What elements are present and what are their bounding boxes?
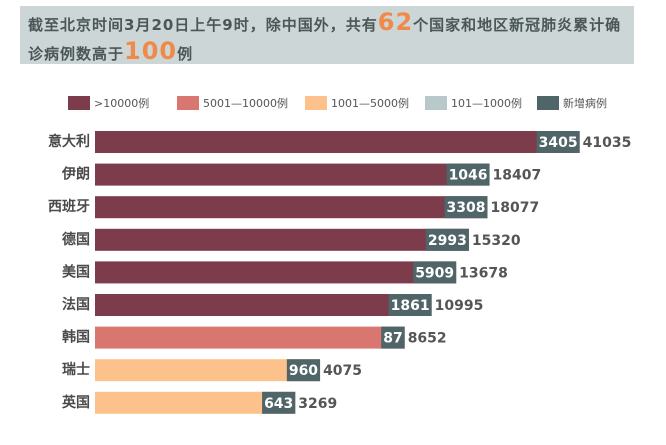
legend-label: 101—1000例 [451,96,522,110]
bar [95,196,488,219]
title-part: 截至北京时间3月20日上午9时，除中国外，共有 [28,16,378,34]
total-label: 41035 [583,135,632,151]
total-label: 4075 [323,363,362,379]
legend-swatch [68,96,90,110]
new-cases-box [446,163,490,186]
legend-label: >10000例 [94,96,149,110]
category-label: 西班牙 [48,198,90,215]
new-cases-box [536,131,580,153]
bar [95,228,469,251]
category-label: 英国 [61,394,90,411]
new-cases-box [425,228,469,251]
legend-swatch [537,96,559,110]
new-cases-box [262,391,296,414]
new-cases-label: 5909 [415,265,454,281]
bar [95,261,457,284]
total-label: 3269 [298,396,337,412]
total-label: 18077 [491,200,540,216]
total-label: 8652 [408,331,447,347]
category-label: 美国 [62,263,90,280]
category-label: 意大利 [48,133,90,150]
legend-swatch [305,96,327,110]
new-cases-box [286,359,321,382]
title: 截至北京时间3月20日上午9时，除中国外，共有62个国家和地区新冠肺炎累计确诊病… [20,6,634,64]
category-label: 德国 [62,231,90,248]
bar [95,294,432,316]
title-part: 100 [124,37,178,65]
new-cases-label: 1861 [391,298,430,314]
new-cases-box [388,294,432,316]
title-part: 例 [177,45,194,63]
legend-swatch [425,96,447,110]
new-cases-label: 3405 [539,135,578,151]
legend-label: 新增病例 [563,96,607,110]
new-cases-label: 643 [264,396,293,412]
category-label: 瑞士 [62,361,90,378]
title-part: 62 [377,8,414,36]
title-part: 个国家和地区新冠肺炎累计确诊病例数高于 [28,16,622,63]
total-label: 18407 [493,168,542,184]
bar [95,163,490,186]
new-cases-label: 1046 [449,168,488,184]
total-label: 13678 [459,265,508,281]
bar [95,326,405,349]
category-label: 法国 [62,296,90,313]
legend-label: 1001—5000例 [331,96,409,110]
bar [95,391,296,414]
legend-swatch [177,96,199,110]
new-cases-box [381,326,405,349]
new-cases-label: 960 [289,363,318,379]
new-cases-label: 2993 [428,233,467,249]
category-label: 伊朗 [61,166,90,183]
legend-label: 5001—10000例 [203,96,288,110]
new-cases-box [413,261,457,284]
category-label: 韩国 [62,329,90,346]
total-label: 10995 [435,298,484,314]
new-cases-box [444,196,488,219]
total-label: 15320 [472,233,521,249]
bar [95,131,580,153]
new-cases-label: 87 [383,331,402,347]
new-cases-label: 3308 [447,200,486,216]
bar [95,359,321,382]
